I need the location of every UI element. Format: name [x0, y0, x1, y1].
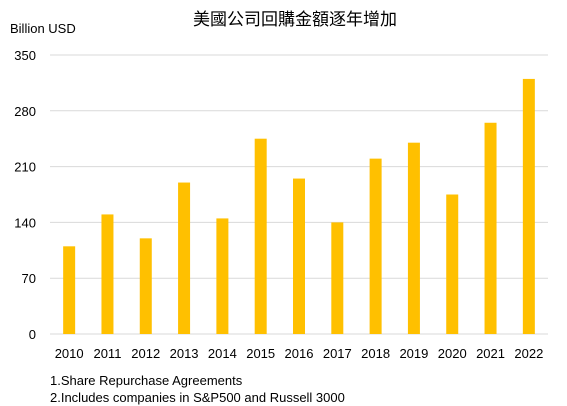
bar-2015 — [254, 138, 267, 334]
footnote-2: 2.Includes companies in S&P500 and Russe… — [50, 390, 345, 405]
x-tick-label: 2020 — [438, 346, 467, 361]
y-tick-label: 350 — [14, 48, 36, 63]
bars — [63, 78, 535, 335]
x-tick-label: 2019 — [399, 346, 428, 361]
x-tick-label: 2014 — [208, 346, 237, 361]
x-tick-label: 2012 — [131, 346, 160, 361]
bar-2014 — [216, 218, 229, 334]
x-tick-label: 2011 — [93, 346, 121, 361]
bar-2021 — [484, 122, 497, 334]
bar-2013 — [178, 182, 191, 334]
bar-2017 — [331, 222, 344, 334]
x-tick-label: 2010 — [55, 346, 84, 361]
x-tick-label: 2015 — [246, 346, 275, 361]
bar-2010 — [63, 246, 76, 334]
bar-2012 — [139, 238, 152, 334]
y-axis-unit-label: Billion USD — [10, 21, 76, 36]
bar-2011 — [101, 214, 114, 334]
bar-2022 — [522, 78, 535, 335]
chart-title: 美國公司回購金額逐年增加 — [193, 10, 397, 30]
x-tick-label: 2016 — [285, 346, 314, 361]
footnote-1: 1.Share Repurchase Agreements — [50, 373, 243, 388]
y-tick-label: 70 — [22, 271, 36, 286]
x-tick-label: 2021 — [476, 346, 505, 361]
bar-2018 — [369, 158, 382, 334]
bar-2016 — [293, 178, 305, 334]
bar-2019 — [407, 142, 420, 334]
y-tick-labels: 0 70 140 210 280 350 — [14, 48, 36, 342]
y-tick-label: 0 — [29, 327, 36, 342]
x-tick-label: 2018 — [361, 346, 390, 361]
x-tick-label: 2017 — [323, 346, 352, 361]
y-tick-label: 280 — [14, 104, 36, 119]
x-tick-label: 2013 — [170, 346, 199, 361]
x-tick-label: 2022 — [514, 346, 543, 361]
x-tick-labels: 2010 2011 2012 2013 2014 2015 2016 2017 2018 2019… — [55, 346, 544, 361]
y-tick-label: 140 — [14, 215, 36, 230]
bar-2020 — [446, 194, 459, 334]
y-tick-label: 210 — [14, 160, 36, 175]
